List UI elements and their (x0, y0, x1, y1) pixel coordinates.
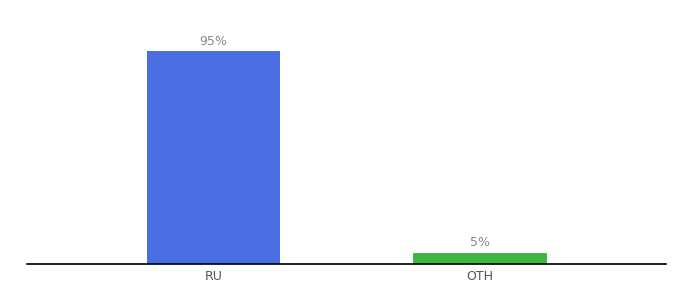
Text: 95%: 95% (200, 34, 228, 48)
Bar (147, 51, 280, 264)
Text: 5%: 5% (470, 236, 490, 249)
Bar (413, 253, 547, 264)
